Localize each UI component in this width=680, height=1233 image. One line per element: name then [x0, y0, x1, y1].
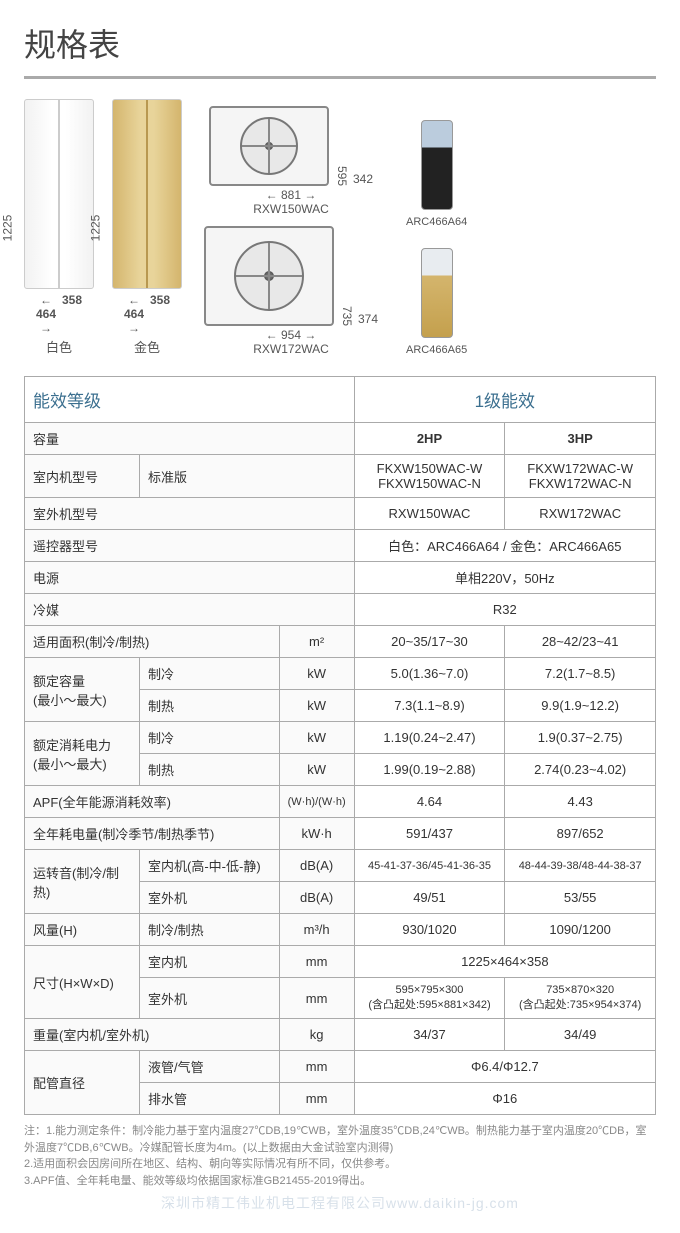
- outdoor-unit-2: 735 374 ← 954 → RXW172WAC: [204, 226, 378, 356]
- remote-1: ARC466A64: [406, 120, 467, 228]
- indoor-unit-gold: 1225 ← 464 → 358 金色: [112, 99, 182, 356]
- indoor-height: 1225: [0, 214, 14, 241]
- outdoor-unit-1: 595 342 ← 881 → RXW150WAC: [204, 106, 378, 216]
- page-title: 规格表: [24, 20, 656, 66]
- watermark: 深圳市精工伟业机电工程有限公司www.daikin-jg.com: [24, 1193, 656, 1213]
- efficiency-label: 能效等级: [25, 377, 355, 423]
- divider: [24, 76, 656, 79]
- footnotes: 注：1.能力测定条件：制冷能力基于室内温度27℃DB,19℃WB，室外温度35℃…: [24, 1123, 656, 1189]
- remote-2: ARC466A65: [406, 248, 467, 356]
- efficiency-value: 1级能效: [354, 377, 655, 423]
- indoor-unit-white: 1225 ← 464 → 358 白色: [24, 99, 94, 356]
- product-images: 1225 ← 464 → 358 白色 1225 ← 464 → 358 金色: [24, 99, 656, 356]
- spec-table: 能效等级 1级能效 容量 2HP 3HP 室内机型号 标准版 FKXW150WA…: [24, 376, 656, 1115]
